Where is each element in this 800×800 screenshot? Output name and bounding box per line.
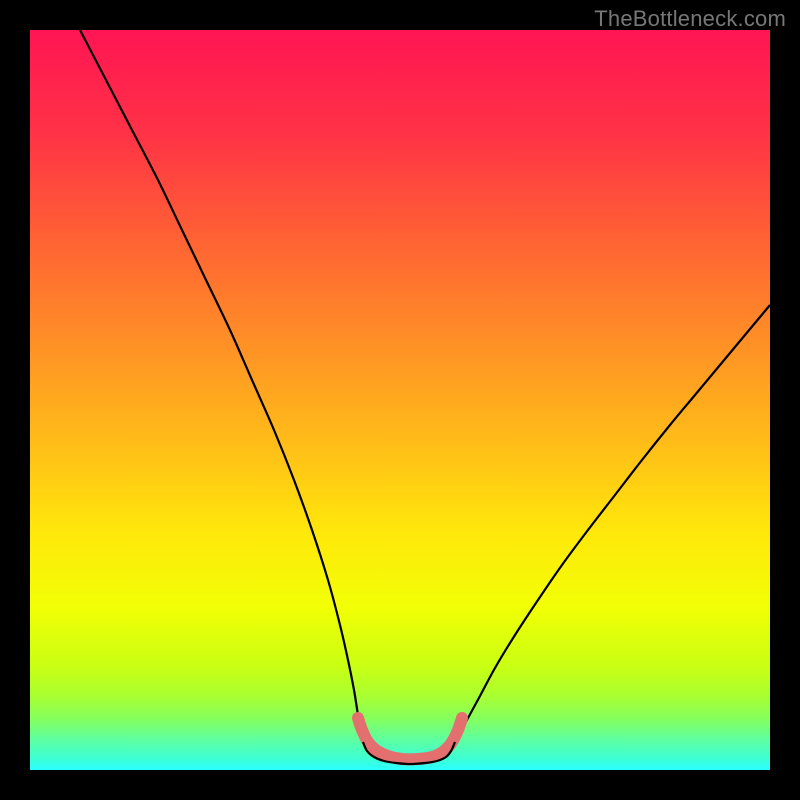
gradient-background xyxy=(30,30,770,770)
chart-svg xyxy=(30,30,770,770)
watermark-text: TheBottleneck.com xyxy=(594,6,786,32)
chart-frame: TheBottleneck.com xyxy=(0,0,800,800)
plot-area xyxy=(30,30,770,770)
